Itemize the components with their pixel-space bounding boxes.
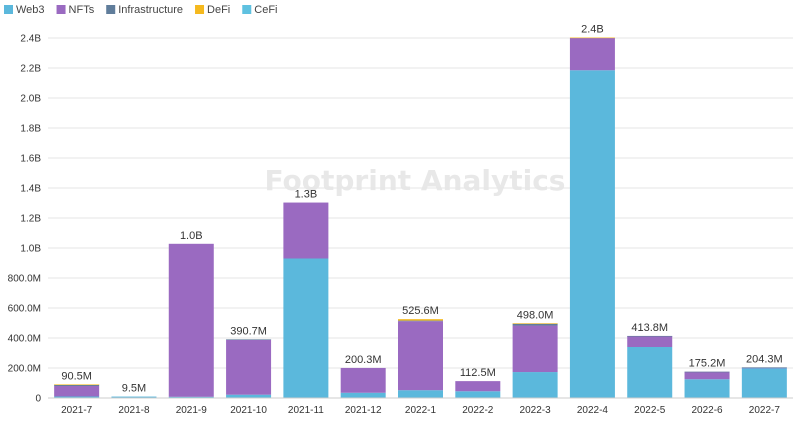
bar-segment-web3-2021-12[interactable] — [340, 392, 386, 398]
bar-segment-infrastructure-2022-5[interactable] — [627, 335, 673, 337]
bar-segment-web3-2021-7[interactable] — [54, 396, 100, 399]
bar-total-label: 498.0M — [517, 309, 554, 321]
bar-segment-nfts-2022-5[interactable] — [627, 336, 673, 347]
bar-segment-nfts-2021-7[interactable] — [54, 386, 100, 397]
x-tick-label: 2021-8 — [118, 405, 150, 416]
y-tick-label: 400.0M — [8, 334, 41, 345]
bar-total-label: 204.3M — [746, 353, 783, 365]
bar-total-label: 1.3B — [295, 189, 318, 201]
bar-segment-nfts-2022-6[interactable] — [684, 371, 730, 380]
legend-swatch-web3 — [4, 5, 13, 14]
y-tick-label: 2.4B — [20, 34, 41, 45]
x-tick-label: 2022-7 — [749, 405, 781, 416]
bar-total-label: 2.4B — [581, 24, 604, 36]
bar-segment-web3-2021-11[interactable] — [283, 258, 329, 399]
x-tick-label: 2022-2 — [462, 405, 494, 416]
legend-label-defi[interactable]: DeFi — [207, 4, 230, 16]
bar-total-label: 525.6M — [402, 305, 439, 317]
x-tick-label: 2022-6 — [691, 405, 723, 416]
bar-segment-web3-2022-1[interactable] — [398, 390, 443, 398]
legend-swatch-nfts — [56, 5, 66, 14]
bar-segment-web3-2022-7[interactable] — [741, 368, 787, 398]
bar-segment-infrastructure-2021-10[interactable] — [226, 339, 272, 340]
bar-segment-web3-2021-8[interactable] — [111, 396, 157, 398]
bar-segment-web3-2022-5[interactable] — [627, 347, 673, 398]
y-tick-label: 2.2B — [20, 64, 41, 75]
bar-segment-nfts-2022-1[interactable] — [398, 321, 443, 391]
bar-segment-defi-2022-3[interactable] — [512, 323, 558, 324]
bar-segment-nfts-2022-2[interactable] — [455, 381, 501, 392]
bar-total-label: 413.8M — [631, 322, 668, 334]
legend: Web3 NFTs Infrastructure DeFi CeFi — [4, 4, 278, 16]
bar-segment-nfts-2021-12[interactable] — [340, 367, 386, 393]
bar-segment-web3-2022-6[interactable] — [684, 379, 730, 398]
bar-segment-web3-2022-4[interactable] — [569, 70, 615, 398]
bar-segment-defi-2021-7[interactable] — [54, 384, 100, 386]
y-tick-label: 2.0B — [20, 94, 41, 105]
bar-segment-infrastructure-2022-6[interactable] — [684, 371, 730, 373]
bar-total-label: 9.5M — [122, 383, 146, 395]
y-tick-label: 1.2B — [20, 214, 41, 225]
total-labels: 90.5M 9.5M 1.0B 390.7M 1.3B 200.3M 525.6M 112.5… — [61, 24, 782, 395]
bar-total-label: 200.3M — [345, 354, 382, 366]
bar-segment-web3-2021-10[interactable] — [226, 394, 272, 398]
legend-label-infrastructure[interactable]: Infrastructure — [118, 4, 183, 16]
y-tick-label: 1.4B — [20, 184, 41, 195]
bars — [54, 37, 787, 399]
bar-segment-defi-2022-1[interactable] — [398, 319, 443, 321]
bar-segment-nfts-2021-11[interactable] — [283, 202, 329, 259]
legend-swatch-defi — [195, 5, 205, 14]
legend-label-web3[interactable]: Web3 — [16, 4, 45, 16]
x-tick-label: 2022-5 — [634, 405, 666, 416]
x-axis: 2021-7 2021-8 2021-9 2021-10 2021-11 2021-12 2… — [48, 397, 793, 416]
bar-segment-nfts-2021-10[interactable] — [226, 339, 272, 395]
y-tick-label: 1.0B — [20, 244, 41, 255]
bar-total-label: 1.0B — [180, 230, 203, 242]
x-tick-label: 2022-1 — [405, 405, 437, 416]
x-tick-label: 2021-9 — [176, 405, 208, 416]
bar-segment-nfts-2022-7[interactable] — [741, 367, 787, 369]
bar-total-label: 90.5M — [61, 370, 92, 382]
bar-segment-nfts-2021-9[interactable] — [168, 243, 214, 397]
x-tick-label: 2021-12 — [345, 405, 382, 416]
y-tick-label: 800.0M — [8, 274, 41, 285]
bar-segment-nfts-2022-3[interactable] — [512, 325, 558, 373]
legend-swatch-cefi — [242, 5, 252, 14]
y-tick-label: 600.0M — [8, 304, 41, 315]
bar-segment-web3-2021-9[interactable] — [168, 396, 214, 398]
y-axis: 0 200.0M 400.0M 600.0M 800.0M 1.0B 1.2B 1.4B 1.6… — [8, 34, 42, 405]
y-tick-label: 200.0M — [8, 364, 41, 375]
bar-segment-web3-2022-2[interactable] — [455, 391, 501, 398]
bar-total-label: 112.5M — [460, 367, 496, 379]
bar-segment-infrastructure-2022-3[interactable] — [512, 323, 558, 326]
legend-swatch-infrastructure — [106, 5, 116, 14]
bar-segment-infrastructure-2022-1[interactable] — [398, 320, 443, 322]
x-tick-label: 2021-10 — [230, 405, 267, 416]
bar-segment-defi-2022-4[interactable] — [569, 37, 615, 39]
bar-segment-infrastructure-2022-7[interactable] — [741, 367, 787, 368]
x-tick-label: 2021-11 — [288, 405, 324, 416]
bar-total-label: 175.2M — [689, 358, 726, 370]
watermark-text: Footprint Analytics — [265, 164, 566, 197]
legend-label-cefi[interactable]: CeFi — [254, 4, 277, 16]
y-tick-label: 0 — [35, 394, 41, 405]
x-tick-label: 2021-7 — [61, 405, 93, 416]
bar-segment-web3-2022-3[interactable] — [512, 372, 558, 398]
y-tick-label: 1.6B — [20, 154, 41, 165]
legend-label-nfts[interactable]: NFTs — [69, 4, 95, 16]
x-tick-label: 2022-4 — [577, 405, 609, 416]
y-tick-label: 1.8B — [20, 124, 41, 135]
bar-segment-nfts-2022-4[interactable] — [569, 38, 615, 71]
bar-total-label: 390.7M — [230, 325, 267, 337]
x-tick-label: 2022-3 — [520, 405, 552, 416]
bar-segment-infrastructure-2021-7[interactable] — [54, 384, 100, 386]
